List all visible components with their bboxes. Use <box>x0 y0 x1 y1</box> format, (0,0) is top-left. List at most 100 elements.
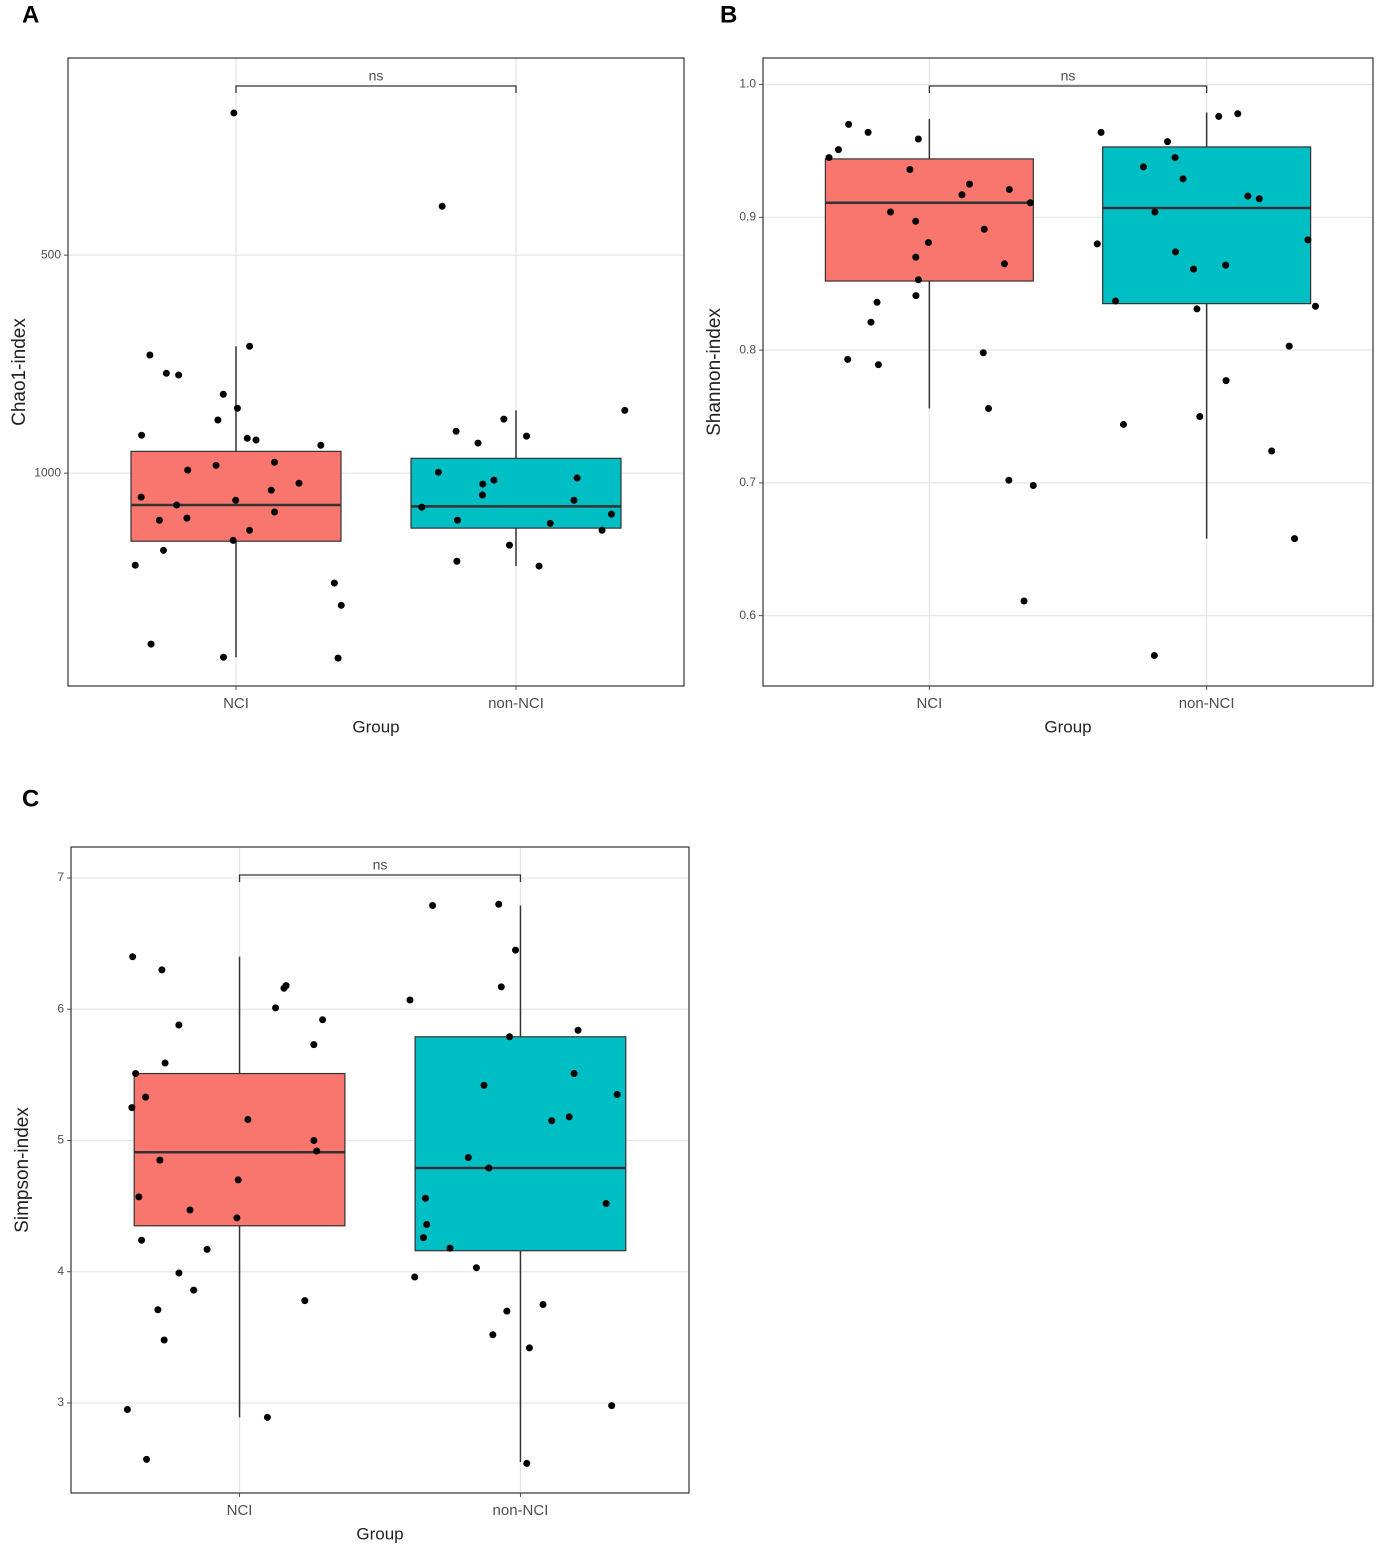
data-point <box>271 508 279 516</box>
data-point <box>497 983 505 991</box>
data-point <box>546 519 554 527</box>
data-point <box>906 166 914 174</box>
data-point <box>490 476 498 484</box>
data-point <box>480 1081 488 1089</box>
data-point <box>1020 597 1028 605</box>
data-point <box>478 491 486 499</box>
data-point <box>472 1264 480 1272</box>
data-point <box>1097 128 1105 136</box>
data-point <box>1222 261 1230 269</box>
box <box>1102 146 1312 305</box>
data-point <box>438 202 446 210</box>
data-point <box>175 371 183 379</box>
data-point <box>845 120 853 128</box>
data-point <box>1190 265 1198 273</box>
data-point <box>1164 138 1172 146</box>
box <box>130 450 342 542</box>
data-point <box>574 1026 582 1034</box>
data-point <box>1139 163 1147 171</box>
y-tick-label: 3 <box>57 1395 64 1409</box>
x-axis-label: Group <box>1044 717 1091 736</box>
data-point <box>146 351 154 359</box>
data-point <box>128 1104 136 1112</box>
significance-bracket <box>928 85 1208 93</box>
data-point <box>406 996 414 1004</box>
data-point <box>958 191 966 199</box>
data-point <box>173 501 181 509</box>
data-point <box>506 1033 514 1041</box>
data-point <box>912 253 920 261</box>
data-point <box>421 1194 429 1202</box>
data-point <box>1112 297 1120 305</box>
data-point <box>132 1070 140 1078</box>
data-point <box>867 318 875 326</box>
x-tick-label: NCI <box>916 695 942 712</box>
data-point <box>263 1413 271 1421</box>
data-point <box>924 239 932 247</box>
data-point <box>138 431 146 439</box>
data-point <box>464 1154 472 1162</box>
data-point <box>158 966 166 974</box>
plot-border <box>762 57 1374 687</box>
data-point <box>230 109 238 117</box>
y-tick-label: 0.6 <box>739 608 756 622</box>
data-point <box>1268 447 1276 455</box>
data-point <box>607 510 615 518</box>
data-point <box>1171 154 1179 162</box>
data-point <box>1285 342 1293 350</box>
data-point <box>272 1004 280 1012</box>
data-point <box>301 1297 309 1305</box>
data-point <box>212 461 220 469</box>
data-point <box>183 514 191 522</box>
y-tick-label: 0.7 <box>739 475 756 489</box>
data-point <box>319 1016 327 1024</box>
data-point <box>175 1269 183 1277</box>
data-point <box>446 1244 454 1252</box>
data-point <box>1150 651 1158 659</box>
data-point <box>548 1117 556 1125</box>
data-point <box>214 416 222 424</box>
data-point <box>479 480 487 488</box>
data-point <box>873 298 881 306</box>
data-point <box>295 479 303 487</box>
y-axis-label: Chao1-index <box>9 318 30 426</box>
data-point <box>834 146 842 154</box>
data-point <box>135 1193 143 1201</box>
data-point <box>453 516 461 524</box>
x-axis-label: Group <box>356 1524 403 1543</box>
data-point <box>874 361 882 369</box>
y-tick-label: 4 <box>57 1264 64 1278</box>
data-point <box>161 1059 169 1067</box>
data-point <box>489 1331 497 1339</box>
data-point <box>1151 208 1159 216</box>
data-point <box>423 1220 431 1228</box>
data-point <box>525 1344 533 1352</box>
plot-border <box>67 57 685 687</box>
data-point <box>162 369 170 377</box>
y-tick-label: 0.8 <box>739 342 756 356</box>
panel-label: C <box>22 785 39 812</box>
data-point <box>313 1147 321 1155</box>
data-point <box>912 292 920 300</box>
data-point <box>602 1199 610 1207</box>
data-point <box>246 526 254 534</box>
x-tick-label: non-NCI <box>488 695 544 712</box>
data-point <box>453 557 461 565</box>
data-point <box>1291 535 1299 543</box>
y-tick-label: 1000 <box>34 465 61 479</box>
data-point <box>965 180 973 188</box>
data-point <box>565 1113 573 1121</box>
box <box>133 1072 346 1227</box>
data-point <box>495 900 503 908</box>
y-tick-label: 6 <box>57 1001 64 1015</box>
y-tick-label: 500 <box>41 247 61 261</box>
x-tick-label: non-NCI <box>493 1502 549 1519</box>
y-tick-label: 5 <box>57 1133 64 1147</box>
data-point <box>203 1245 211 1253</box>
data-point <box>1215 112 1223 120</box>
data-point <box>337 601 345 609</box>
data-point <box>138 1236 146 1244</box>
data-point <box>1172 248 1180 256</box>
y-axis-label: Simpson-index <box>12 1107 33 1233</box>
